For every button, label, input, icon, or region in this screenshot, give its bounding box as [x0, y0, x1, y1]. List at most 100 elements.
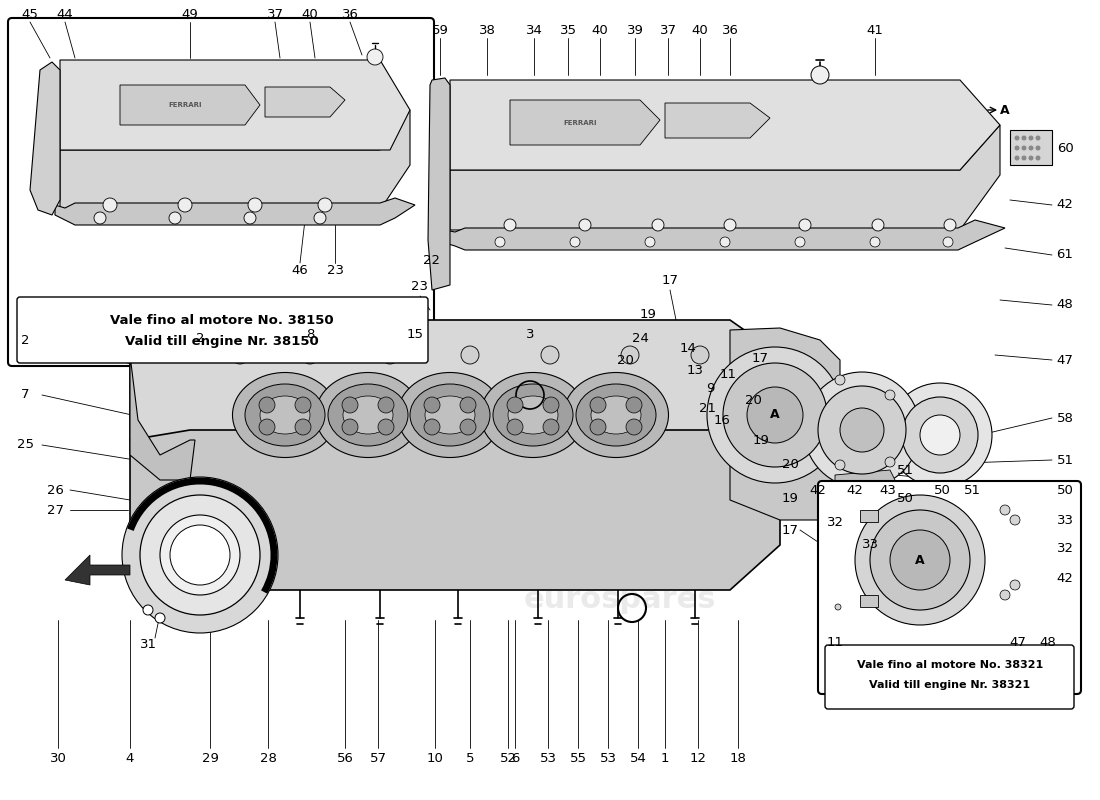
Polygon shape	[450, 125, 1000, 230]
Text: 9: 9	[706, 382, 714, 394]
Text: 5: 5	[465, 751, 474, 765]
Text: 16: 16	[714, 414, 730, 426]
Circle shape	[799, 219, 811, 231]
Text: eurospares: eurospares	[184, 466, 376, 494]
Polygon shape	[730, 328, 840, 520]
Text: 3: 3	[526, 329, 535, 342]
Text: 20: 20	[782, 458, 799, 471]
Text: 36: 36	[722, 23, 738, 37]
Circle shape	[504, 219, 516, 231]
Circle shape	[902, 397, 978, 473]
FancyBboxPatch shape	[818, 481, 1081, 694]
Text: 30: 30	[50, 751, 66, 765]
Text: 33: 33	[861, 538, 879, 551]
Text: 51: 51	[896, 463, 913, 477]
Circle shape	[691, 346, 710, 364]
Circle shape	[835, 604, 842, 610]
Circle shape	[424, 419, 440, 435]
Circle shape	[886, 457, 895, 467]
Ellipse shape	[410, 384, 490, 446]
Text: 45: 45	[22, 9, 38, 22]
Circle shape	[1000, 590, 1010, 600]
Circle shape	[621, 346, 639, 364]
Circle shape	[543, 397, 559, 413]
Ellipse shape	[481, 373, 585, 458]
Text: 2: 2	[196, 331, 205, 345]
Text: 53: 53	[600, 751, 616, 765]
Text: 32: 32	[826, 515, 844, 529]
Bar	[860, 595, 878, 607]
Text: 36: 36	[342, 9, 359, 22]
Circle shape	[840, 408, 884, 452]
Circle shape	[424, 397, 440, 413]
Circle shape	[258, 397, 275, 413]
Ellipse shape	[232, 373, 338, 458]
Circle shape	[543, 419, 559, 435]
Circle shape	[460, 419, 476, 435]
Circle shape	[495, 237, 505, 247]
Ellipse shape	[425, 396, 475, 434]
Text: 11: 11	[719, 369, 737, 382]
Circle shape	[872, 219, 884, 231]
Circle shape	[295, 397, 311, 413]
Text: 38: 38	[478, 23, 495, 37]
Text: 32: 32	[1056, 542, 1074, 554]
Circle shape	[804, 372, 920, 488]
Text: 23: 23	[411, 281, 429, 294]
Ellipse shape	[563, 373, 669, 458]
Text: 51: 51	[1056, 454, 1074, 466]
Text: 6: 6	[510, 751, 519, 765]
Text: 29: 29	[201, 751, 219, 765]
Circle shape	[355, 325, 365, 335]
Text: 48: 48	[1040, 637, 1056, 650]
FancyBboxPatch shape	[825, 645, 1074, 709]
Text: A: A	[1000, 103, 1010, 117]
Circle shape	[295, 419, 311, 435]
Ellipse shape	[591, 396, 641, 434]
Circle shape	[1000, 505, 1010, 515]
Text: 7: 7	[21, 389, 30, 402]
Text: 51: 51	[964, 483, 980, 497]
Text: 44: 44	[56, 9, 74, 22]
Text: 22: 22	[424, 254, 440, 266]
Text: 11: 11	[826, 637, 844, 650]
Circle shape	[795, 237, 805, 247]
Circle shape	[178, 198, 192, 212]
Polygon shape	[60, 60, 410, 150]
Polygon shape	[666, 103, 770, 138]
Circle shape	[747, 387, 803, 443]
Polygon shape	[434, 220, 1005, 250]
Circle shape	[94, 212, 106, 224]
Circle shape	[870, 237, 880, 247]
Circle shape	[140, 495, 260, 615]
Text: 42: 42	[1057, 571, 1074, 585]
Circle shape	[1010, 515, 1020, 525]
Ellipse shape	[508, 396, 558, 434]
Text: 50: 50	[934, 483, 950, 497]
Text: 20: 20	[617, 354, 634, 366]
Text: 57: 57	[370, 751, 386, 765]
Circle shape	[1028, 146, 1034, 150]
Polygon shape	[120, 85, 260, 125]
Text: 31: 31	[140, 638, 156, 651]
Circle shape	[381, 346, 399, 364]
Text: 49: 49	[182, 9, 198, 22]
Text: 17: 17	[751, 351, 769, 365]
Circle shape	[1035, 146, 1041, 150]
Text: 21: 21	[700, 402, 716, 414]
Text: 17: 17	[781, 523, 799, 537]
Circle shape	[273, 330, 283, 340]
Circle shape	[652, 219, 664, 231]
Text: 55: 55	[570, 751, 586, 765]
Polygon shape	[60, 110, 410, 210]
Circle shape	[342, 419, 358, 435]
Polygon shape	[130, 355, 195, 480]
Text: 60: 60	[1057, 142, 1074, 154]
Text: 37: 37	[660, 23, 676, 37]
Text: 4: 4	[125, 751, 134, 765]
Polygon shape	[130, 320, 780, 480]
Text: 47: 47	[1010, 637, 1026, 650]
Circle shape	[626, 419, 642, 435]
Circle shape	[314, 212, 326, 224]
Text: 61: 61	[1057, 249, 1074, 262]
